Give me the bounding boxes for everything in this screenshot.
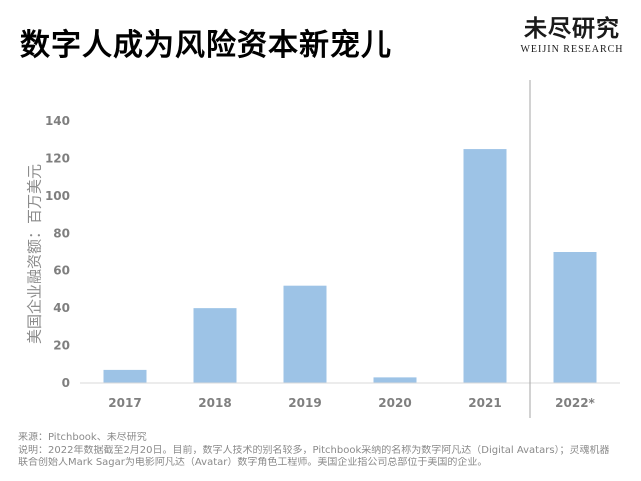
bar-2021	[463, 149, 507, 383]
bar-2017	[103, 369, 147, 383]
y-tick-label: 60	[53, 264, 70, 278]
bar-chart: 0 20 40 60 80 100 120 140 2017 2018 2019 2020 2021 20…	[45, 80, 620, 418]
bar-2019	[283, 285, 327, 383]
explanation-note-line-2: 联合创始人Mark Sagar为电影阿凡达（Avatar）数字角色工程师。美国企…	[18, 457, 488, 468]
x-tick-label: 2022*	[555, 396, 595, 410]
bar-2022-est	[553, 252, 597, 383]
x-tick-label: 2019	[288, 396, 321, 410]
y-tick-label: 100	[45, 189, 70, 203]
brand-logo: 未尽研究 WEIJIN RESEARCH	[516, 14, 628, 55]
explanation-note-line-1: 说明：2022年数据截至2月20日。目前，数字人技术的别名较多，Pitchboo…	[18, 444, 610, 456]
x-tick-label: 2017	[108, 396, 141, 410]
y-tick-label: 140	[45, 114, 70, 128]
bar-2018	[193, 308, 237, 383]
brand-name-en: WEIJIN RESEARCH	[520, 44, 624, 55]
source-note: 来源：Pitchbook、未尽研究	[18, 432, 147, 443]
y-tick-label: 80	[53, 226, 70, 240]
x-tick-label: 2020	[378, 396, 411, 410]
brand-name-cn: 未尽研究	[524, 15, 620, 42]
bar-2020	[373, 377, 417, 383]
y-tick-label: 20	[53, 339, 70, 353]
y-tick-label: 40	[53, 301, 70, 315]
footnotes: 来源：Pitchbook、未尽研究 说明：2022年数据截至2月20日。目前，数…	[18, 432, 630, 470]
page-title: 数字人成为风险资本新宠儿	[20, 28, 392, 63]
y-tick-label: 0	[62, 376, 70, 390]
x-tick-label: 2021	[468, 396, 501, 410]
x-tick-label: 2018	[198, 396, 231, 410]
y-tick-label: 120	[45, 151, 70, 165]
